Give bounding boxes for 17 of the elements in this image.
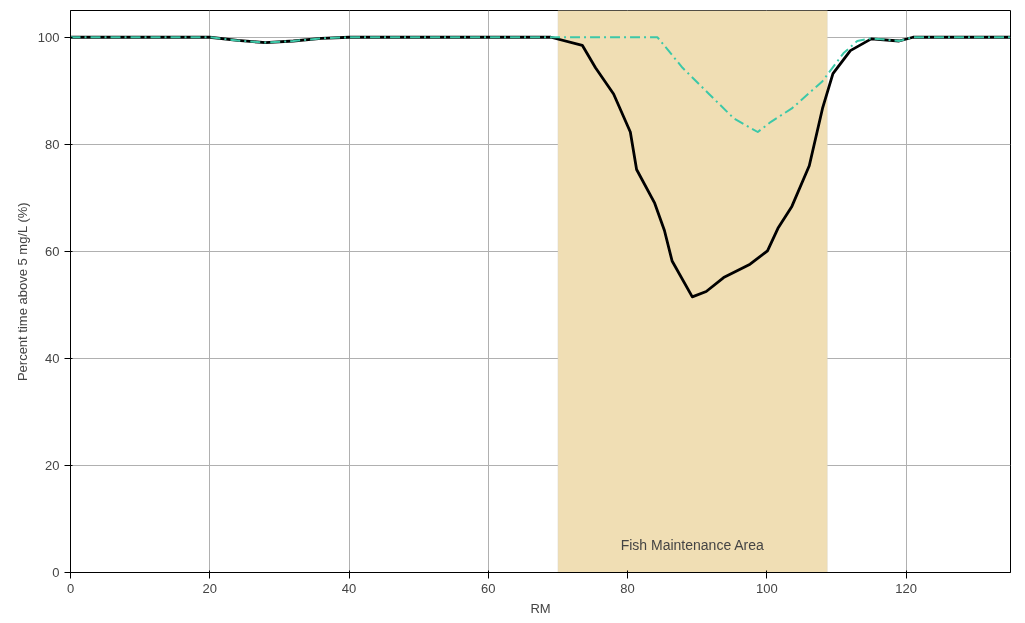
y-axis-title: Percent time above 5 mg/L (%) [14,202,30,382]
x-axis-title: RM [530,600,551,616]
y-tick-label: 100 [37,29,60,45]
x-tick-label: 60 [481,580,496,596]
x-tick-label: 100 [755,580,778,596]
band-label: Fish Maintenance Area [620,536,765,553]
y-tick-label: 60 [45,243,60,259]
line-series [70,36,1011,133]
x-tick-label: 80 [620,580,635,596]
x-tick-label: 20 [202,580,217,596]
x-tick-label: 40 [341,580,357,596]
x-tick-label: 0 [66,580,75,596]
y-tick-label: 80 [45,136,60,152]
x-tick-label: 120 [895,580,917,596]
y-tick-label: 0 [52,565,60,580]
y-tick-label: 20 [45,457,60,473]
y-tick-label: 40 [45,350,60,366]
